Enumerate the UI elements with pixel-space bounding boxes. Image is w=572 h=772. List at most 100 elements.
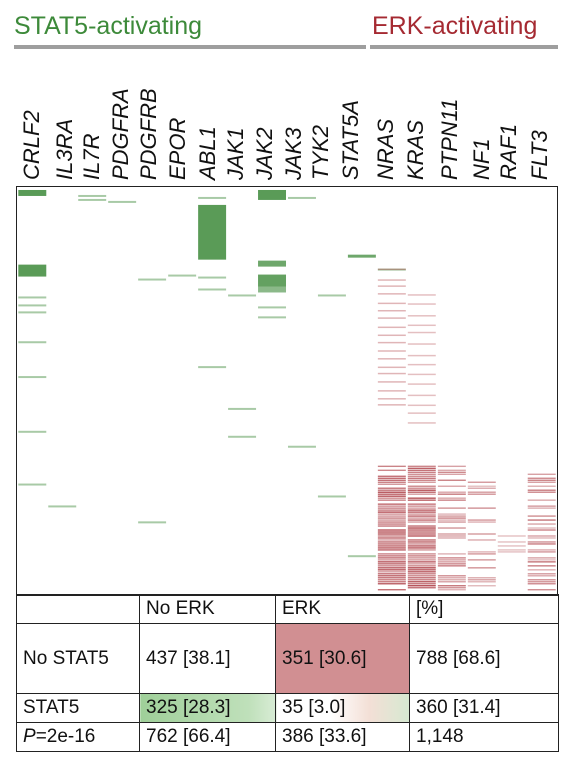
- mutation-mark: [408, 343, 436, 344]
- mutation-mark: [408, 294, 436, 295]
- mutation-mark: [378, 269, 406, 270]
- mutation-mark: [408, 412, 436, 413]
- mutation-mark: [378, 533, 406, 534]
- mutation-mark: [378, 545, 406, 546]
- gene-label-nras: NRAS: [374, 119, 398, 180]
- mutation-mark: [528, 529, 556, 530]
- mutation-mark: [378, 303, 406, 304]
- cell-no-stat5-total: 788 [68.6]: [410, 624, 559, 694]
- mutation-mark: [348, 255, 376, 258]
- mutation-mark: [438, 537, 466, 538]
- mutation-mark: [408, 529, 436, 530]
- mutation-mark: [378, 488, 406, 489]
- gene-label-crlf2: CRLF2: [20, 110, 44, 180]
- mutation-mark: [528, 474, 556, 475]
- mutation-mark: [468, 577, 496, 578]
- mutation-mark: [378, 561, 406, 562]
- mutation-mark: [378, 503, 406, 504]
- mutation-mark: [438, 515, 466, 516]
- mutation-mark: [378, 373, 406, 374]
- mutation-mark: [408, 497, 436, 498]
- mutation-mark: [378, 495, 406, 496]
- mutation-mark: [378, 310, 406, 311]
- mutation-mark: [378, 567, 406, 568]
- mutation-mark: [408, 579, 436, 580]
- mutation-mark: [408, 466, 436, 467]
- mutation-mark: [438, 559, 466, 560]
- mutation-mark: [408, 519, 436, 520]
- mutation-mark: [408, 488, 436, 489]
- mutation-mark: [378, 549, 406, 550]
- mutation-mark: [408, 567, 436, 568]
- mutation-mark: [408, 476, 436, 477]
- mutation-mark: [438, 493, 466, 494]
- mutation-mark: [378, 358, 406, 359]
- mutation-mark: [378, 577, 406, 578]
- mutation-mark: [408, 511, 436, 512]
- mutation-mark: [528, 515, 556, 516]
- mutation-mark: [378, 565, 406, 566]
- stat5-activating-header: STAT5-activating: [14, 12, 202, 40]
- mutation-mark: [498, 535, 526, 536]
- mutation-mark: [438, 563, 466, 564]
- mutation-mark: [528, 543, 556, 544]
- mutation-mark: [378, 390, 406, 391]
- mutation-mark: [528, 523, 556, 524]
- mutation-mark: [438, 527, 466, 528]
- mutation-mark: [468, 519, 496, 520]
- mutation-mark: [378, 521, 406, 522]
- mutation-mark: [228, 436, 256, 438]
- mutation-mark: [258, 316, 286, 318]
- gene-label-jak1: JAK1: [224, 127, 248, 180]
- mutation-mark: [408, 513, 436, 514]
- mutation-mark: [438, 585, 466, 586]
- mutation-mark: [528, 527, 556, 528]
- mutation-mark: [318, 495, 346, 497]
- mutation-mark: [408, 563, 436, 564]
- mutation-mark: [378, 398, 406, 399]
- mutation-mark: [378, 509, 406, 510]
- mutation-mark: [378, 541, 406, 542]
- mutation-mark: [378, 543, 406, 544]
- mutation-mark: [378, 342, 406, 343]
- mutation-mark: [78, 195, 106, 197]
- mutation-mark: [408, 480, 436, 481]
- mutation-mark: [378, 515, 406, 516]
- mutation-mark: [408, 565, 436, 566]
- mutation-mark: [528, 507, 556, 508]
- mutation-mark: [108, 201, 136, 203]
- mutation-mark: [468, 533, 496, 534]
- mutation-mark: [408, 355, 436, 356]
- mutation-mark: [378, 557, 406, 558]
- mutation-mark: [468, 492, 496, 493]
- gene-label-stat5a: STAT5A: [339, 100, 363, 180]
- mutation-mark: [378, 569, 406, 570]
- gene-label-epor: EPOR: [166, 118, 190, 180]
- mutation-mark: [468, 493, 496, 494]
- mutation-mark: [498, 551, 526, 552]
- mutation-heatmap: [16, 186, 558, 596]
- mutation-mark: [438, 499, 466, 500]
- mutation-mark: [378, 285, 406, 286]
- mutation-mark: [408, 559, 436, 560]
- mutation-mark: [408, 515, 436, 516]
- mutation-mark: [438, 579, 466, 580]
- mutation-mark: [18, 341, 46, 343]
- mutation-mark: [438, 553, 466, 554]
- mutation-mark: [408, 553, 436, 554]
- mutation-mark: [378, 537, 406, 538]
- mutation-mark: [528, 541, 556, 542]
- mutation-mark: [438, 497, 466, 498]
- header-erk: ERK: [276, 595, 410, 624]
- mutation-mark: [408, 503, 436, 504]
- mutation-mark: [468, 521, 496, 522]
- mutation-mark: [378, 547, 406, 548]
- mutation-mark: [78, 199, 106, 201]
- mutation-mark: [378, 575, 406, 576]
- mutation-mark: [408, 539, 436, 540]
- mutation-mark: [378, 535, 406, 536]
- mutation-mark: [378, 513, 406, 514]
- mutation-mark: [408, 364, 436, 365]
- mutation-mark: [528, 505, 556, 506]
- mutation-mark: [408, 569, 436, 570]
